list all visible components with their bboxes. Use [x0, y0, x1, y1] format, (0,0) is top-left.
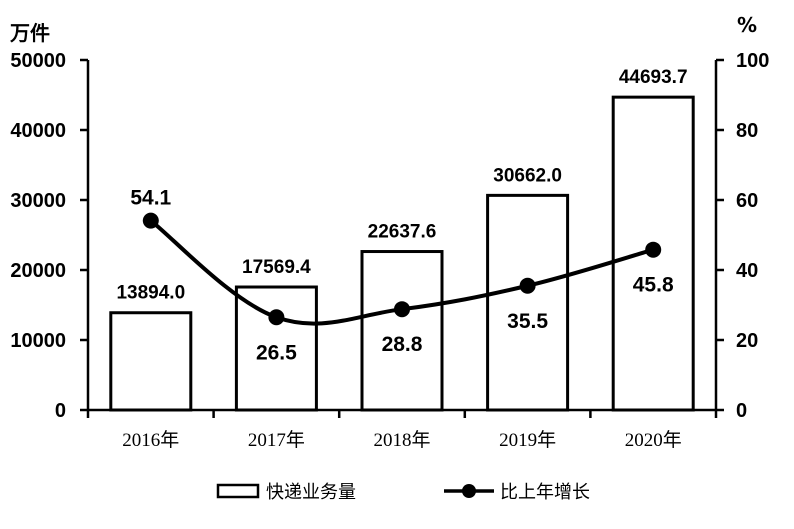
x-tick-label: 2018年	[373, 429, 430, 451]
left-tick-label: 40000	[10, 120, 66, 142]
data-labels: 13894.0 17569.4 22637.6 30662.0 44693.7 54.1 2…	[116, 67, 687, 364]
x-tick-label: 2020年	[625, 429, 682, 451]
right-tick-label: 60	[736, 190, 758, 212]
bar-value-label: 44693.7	[619, 67, 688, 88]
legend-bar-label: 快递业务量	[266, 482, 356, 503]
left-tick-label: 50000	[10, 50, 66, 72]
growth-value-label: 28.8	[382, 333, 423, 356]
growth-point	[142, 212, 159, 229]
left-tick-label: 20000	[10, 260, 66, 282]
growth-value-label: 26.5	[256, 341, 297, 364]
x-tick-label: 2017年	[248, 429, 305, 451]
growth-point	[519, 277, 536, 294]
right-tick-label: 100	[736, 50, 769, 72]
right-tick-label: 0	[736, 400, 747, 422]
growth-value-label: 54.1	[130, 187, 171, 210]
bar	[486, 193, 570, 412]
bar-value-label: 13894.0	[116, 283, 185, 304]
bar	[234, 285, 318, 412]
right-tick-label: 40	[736, 260, 758, 282]
legend-bar-swatch	[216, 483, 260, 499]
growth-point	[268, 309, 285, 326]
growth-value-label: 45.8	[633, 274, 674, 297]
bar	[109, 311, 193, 412]
growth-point	[394, 301, 410, 318]
legend: 快递业务量 比上年增长	[216, 482, 590, 503]
left-axis-unit: 万件	[9, 21, 50, 45]
bars	[109, 95, 695, 412]
left-tick-label: 0	[55, 400, 66, 422]
growth-line-series	[142, 212, 662, 326]
growth-value-label: 35.5	[507, 310, 548, 333]
bar-value-label: 30662.0	[493, 165, 562, 186]
left-tick-label: 10000	[10, 330, 66, 352]
legend-line-label: 比上年增长	[500, 482, 590, 503]
bar-value-label: 17569.4	[242, 257, 311, 278]
right-axis-unit: %	[737, 13, 757, 37]
growth-point	[645, 241, 662, 258]
right-tick-label: 80	[736, 120, 758, 142]
x-tick-label: 2016年	[122, 429, 179, 451]
bar	[360, 250, 444, 412]
bar-value-label: 22637.6	[368, 222, 437, 243]
x-tick-label: 2019年	[499, 429, 556, 451]
axes: 0 10000 20000 30000 40000 50000 0 20 40 60 80 100 20…	[10, 50, 769, 451]
right-tick-label: 20	[736, 330, 758, 352]
legend-line-marker	[462, 484, 476, 498]
left-tick-label: 30000	[10, 190, 66, 212]
